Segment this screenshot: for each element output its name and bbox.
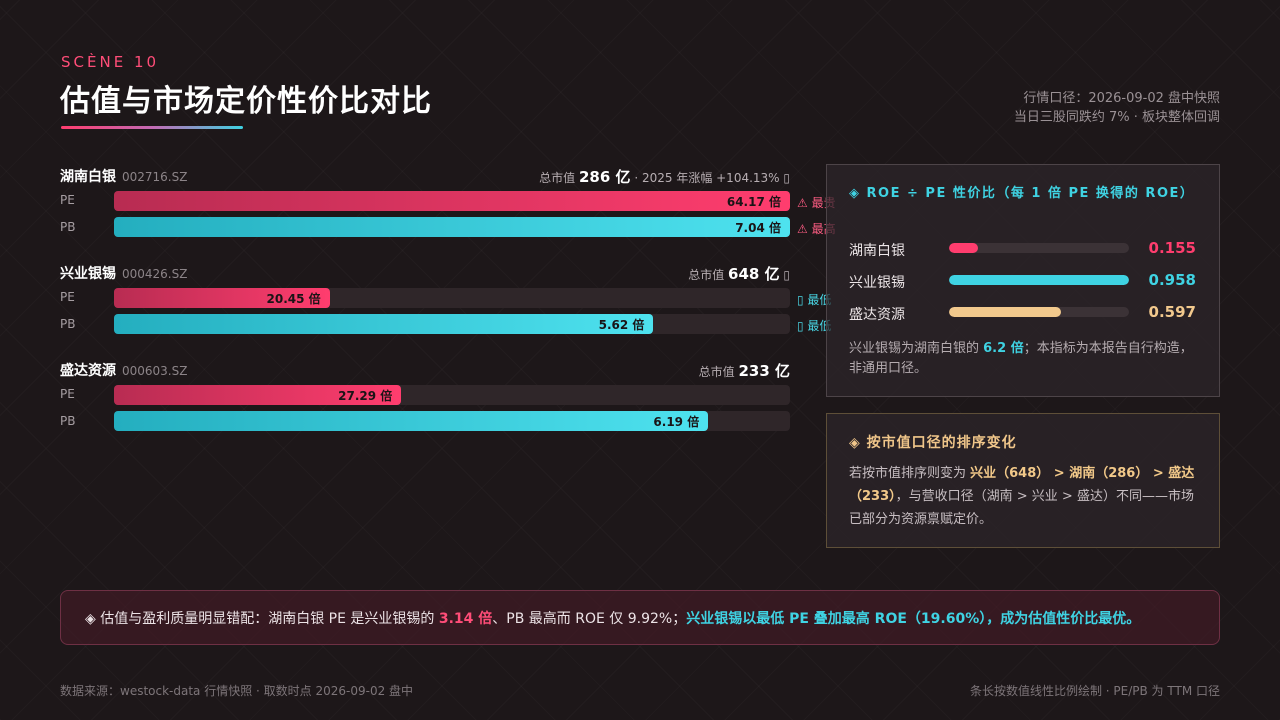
- roe-note: 兴业银锡为湖南白银的 6.2 倍；本指标为本报告自行构造，非通用口径。: [849, 339, 1194, 379]
- summary-part1: 估值与盈利质量明显错配：湖南白银 PE 是兴业银锡的: [95, 611, 439, 627]
- pb-flag: ⚠ 最高: [797, 222, 836, 236]
- pe-label: PE: [60, 387, 75, 401]
- market-cap-value: 233 亿: [738, 362, 790, 380]
- pb-label: PB: [60, 414, 76, 428]
- pe-value: 20.45 倍: [266, 292, 321, 306]
- title-underline: [61, 126, 243, 129]
- page-title: 估值与市场定价性价比对比: [60, 84, 432, 119]
- market-cap: 总市值 286 亿 · 2025 年涨幅 +104.13% ▯: [539, 166, 790, 187]
- meta-line-1: 行情口径：2026-09-02 盘中快照: [1023, 91, 1220, 106]
- rank-change-body: 若按市值排序则变为 兴业（648） > 湖南（286） > 盛达（233），与营…: [849, 462, 1199, 531]
- pb-track: 5.62 倍: [114, 314, 790, 334]
- roe-pe-panel-title: ◈ ROE ÷ PE 性价比（每 1 倍 PE 换得的 ROE）: [849, 184, 1204, 203]
- roe-note-suffix: ；本指标为本报告自行构造，非通用口径。: [849, 341, 1193, 376]
- roe-row-name: 湖南白银: [849, 243, 905, 259]
- rank-change-panel: [826, 413, 1220, 548]
- footer-source: 数据来源：westock-data 行情快照 · 取数时点 2026-09-02…: [60, 684, 414, 698]
- roe-value: 0.958: [1148, 271, 1196, 289]
- pe-bar: 27.29 倍: [114, 385, 402, 405]
- company-name-text: 湖南白银: [60, 169, 116, 185]
- market-cap-prefix: 总市值: [698, 365, 735, 379]
- footer-note: 条长按数值线性比例绘制 · PE/PB 为 TTM 口径: [969, 684, 1220, 698]
- pb-track: 6.19 倍: [114, 411, 790, 431]
- rank-body-highlight: 兴业（648） > 湖南（286） > 盛达（233）: [849, 466, 1195, 504]
- summary-conclusion: 兴业银锡以最低 PE 叠加最高 ROE（19.60%），成为估值性价比最优。: [686, 611, 1141, 627]
- market-cap: 总市值 233 亿: [699, 360, 790, 381]
- pe-value: 64.17 倍: [726, 195, 781, 209]
- summary-box: [60, 590, 1220, 645]
- market-cap-value: 286 亿: [578, 168, 631, 186]
- stock-code: 002716.SZ: [122, 170, 188, 184]
- pe-track: 64.17 倍: [114, 191, 790, 211]
- roe-value: 0.155: [1148, 239, 1196, 257]
- market-cap-suffix: ▯: [779, 268, 790, 282]
- roe-fill: [949, 307, 1062, 317]
- pb-value: 5.62 倍: [598, 318, 645, 332]
- pb-track: 7.04 倍: [114, 217, 790, 237]
- roe-row-name: 兴业银锡: [849, 275, 905, 291]
- pe-bar: 20.45 倍: [114, 288, 330, 308]
- pe-track: 20.45 倍: [114, 288, 790, 308]
- stock-code: 000426.SZ: [122, 267, 188, 281]
- pe-track: 27.29 倍: [114, 385, 790, 405]
- pb-flag: ▯ 最低: [797, 319, 832, 333]
- roe-fill: [949, 275, 1129, 285]
- roe-note-prefix: 兴业银锡为湖南白银的: [849, 341, 984, 356]
- rank-body-prefix: 若按市值排序则变为: [849, 466, 971, 481]
- summary-part2: 、PB 最高而 ROE 仅 9.92%；: [492, 611, 687, 627]
- pe-bar: 64.17 倍: [114, 191, 790, 211]
- summary-text: ◈ 估值与盈利质量明显错配：湖南白银 PE 是兴业银锡的 3.14 倍、PB 最…: [85, 608, 1140, 628]
- meta-line-2: 当日三股同跌约 7% · 板块整体回调: [1013, 110, 1220, 125]
- pe-flag: ▯ 最低: [797, 293, 832, 307]
- market-cap-suffix: · 2025 年涨幅 +104.13% ▯: [630, 171, 790, 185]
- pb-bar: 5.62 倍: [114, 314, 654, 334]
- roe-track: [949, 307, 1129, 317]
- market-cap: 总市值 648 亿 ▯: [688, 263, 790, 284]
- scene-label: SCÈNE 10: [61, 53, 160, 71]
- pe-value: 27.29 倍: [338, 389, 393, 403]
- pe-label: PE: [60, 193, 75, 207]
- company-name-text: 盛达资源: [60, 363, 116, 379]
- pb-label: PB: [60, 220, 76, 234]
- company-name: 湖南白银 002716.SZ: [60, 166, 187, 186]
- roe-value: 0.597: [1148, 303, 1196, 321]
- market-cap-value: 648 亿: [728, 265, 780, 283]
- rank-change-title: ◈ 按市值口径的排序变化: [849, 432, 1017, 452]
- roe-track: [949, 243, 1129, 253]
- pb-label: PB: [60, 317, 76, 331]
- summary-highlight-ratio: 3.14 倍: [438, 611, 493, 627]
- pe-flag: ⚠ 最贵: [797, 196, 836, 210]
- diamond-icon: ◈: [849, 435, 861, 451]
- market-cap-prefix: 总市值: [539, 171, 576, 185]
- diamond-icon: ◈: [849, 186, 861, 201]
- pe-label: PE: [60, 290, 75, 304]
- pb-bar: 6.19 倍: [114, 411, 709, 431]
- rank-body-suffix: ，与营收口径（湖南 > 兴业 > 盛达）不同——市场已部分为资源禀赋定价。: [849, 489, 1194, 527]
- pb-value: 7.04 倍: [735, 221, 781, 235]
- company-name: 兴业银锡 000426.SZ: [60, 263, 187, 283]
- roe-note-highlight: 6.2 倍: [983, 341, 1024, 356]
- roe-row-name: 盛达资源: [849, 307, 905, 323]
- roe-track: [949, 275, 1129, 285]
- market-cap-prefix: 总市值: [688, 268, 725, 282]
- roe-fill: [949, 243, 979, 253]
- market-meta: 行情口径：2026-09-02 盘中快照 当日三股同跌约 7% · 板块整体回调: [1014, 89, 1220, 127]
- company-name: 盛达资源 000603.SZ: [60, 360, 187, 380]
- roe-pe-title-text: ROE ÷ PE 性价比（每 1 倍 PE 换得的 ROE）: [866, 186, 1195, 201]
- pb-value: 6.19 倍: [653, 415, 700, 429]
- company-name-text: 兴业银锡: [60, 266, 116, 282]
- rank-title-text: 按市值口径的排序变化: [866, 435, 1017, 451]
- diamond-icon: ◈: [85, 611, 96, 627]
- pb-bar: 7.04 倍: [114, 217, 790, 237]
- stock-code: 000603.SZ: [122, 364, 188, 378]
